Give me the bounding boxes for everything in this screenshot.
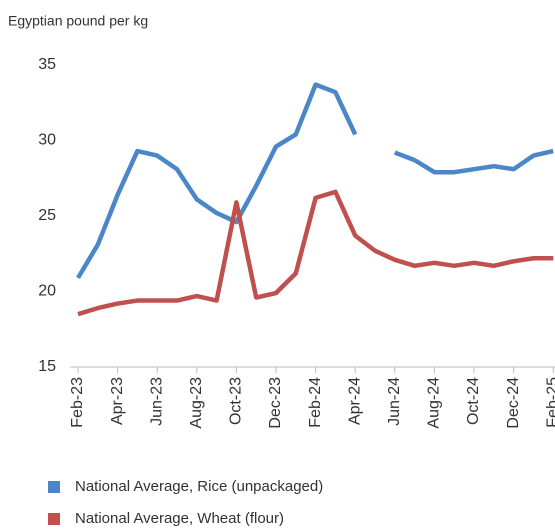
x-tick-label: Dec-24 [505, 377, 522, 429]
x-tick-label: Apr-23 [109, 377, 126, 425]
y-tick-label: 15 [38, 358, 56, 375]
y-tick-label: 35 [38, 56, 56, 73]
line [76, 82, 554, 280]
y-tick-label: 30 [38, 132, 56, 149]
x-tick-label: Jun-23 [148, 377, 165, 426]
legend-label: National Average, Wheat (flour) [75, 510, 284, 527]
legend-swatch [48, 513, 60, 525]
x-tick-label: Feb-23 [69, 377, 86, 428]
x-tick-label: Apr-24 [346, 377, 363, 425]
legend-label: National Average, Rice (unpackaged) [75, 478, 323, 495]
line [77, 189, 554, 317]
x-tick-label: Oct-24 [465, 377, 482, 425]
y-tick-label: 25 [38, 207, 56, 224]
x-tick-label: Aug-23 [188, 377, 205, 429]
x-tick-label: Aug-24 [426, 377, 443, 429]
x-tick-label: Dec-23 [267, 377, 284, 429]
x-tick-label: Oct-23 [228, 377, 245, 425]
y-tick-label: 20 [38, 283, 56, 300]
x-tick-label: Feb-24 [307, 377, 324, 428]
y-axis-label: Egyptian pound per kg [8, 13, 148, 29]
legend-swatch [48, 481, 60, 493]
x-tick-label: Jun-24 [386, 377, 403, 426]
x-tick-label: Feb-25 [544, 377, 555, 428]
